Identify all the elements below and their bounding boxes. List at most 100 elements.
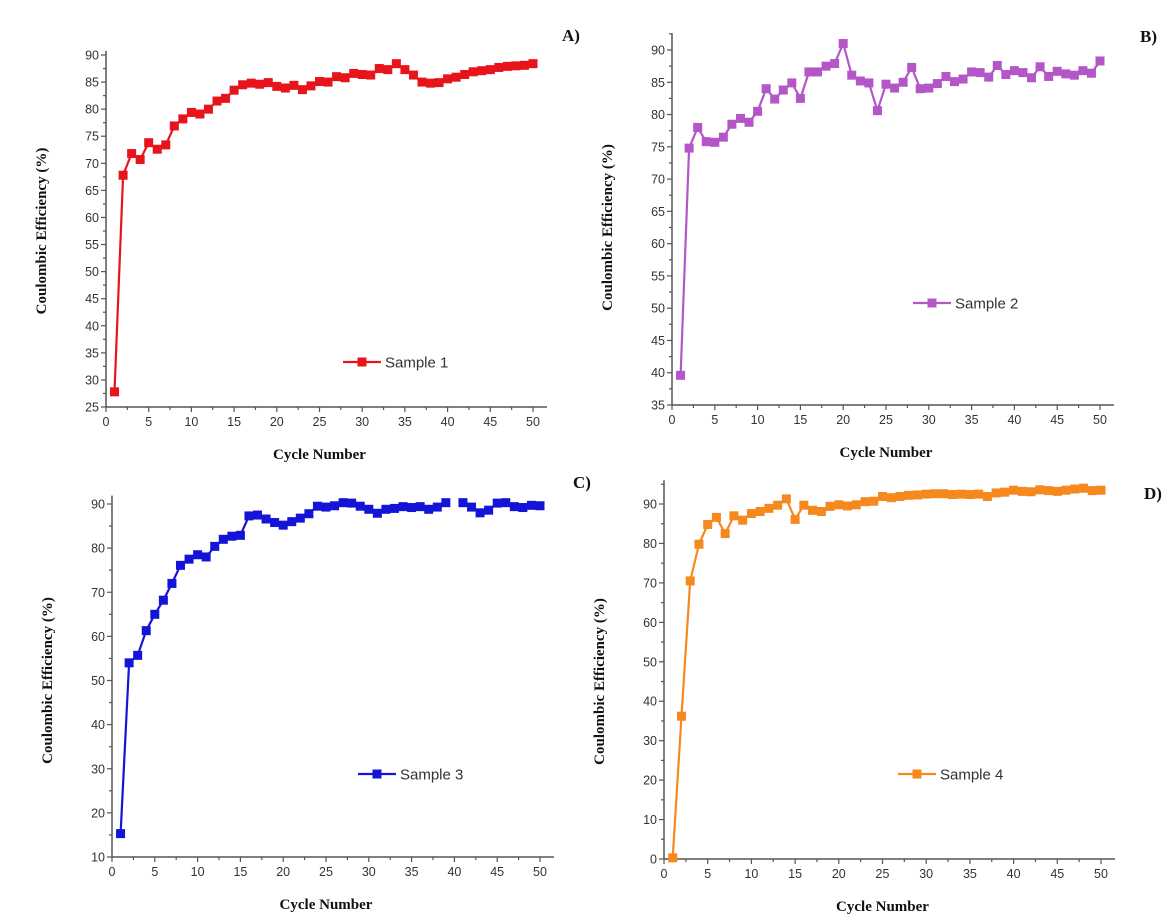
y-tick-label: 40: [651, 366, 665, 380]
data-point: [668, 853, 678, 863]
y-tick-label: 50: [85, 265, 99, 279]
chart-c: 0 5 10 15 20 25 30 35 40 45 50 10 20 30 40 50 60 70 80 90 Cy…: [40, 495, 554, 913]
x-tick-label: 50: [526, 415, 540, 429]
y-tick-label: 80: [91, 542, 105, 556]
data-point: [535, 501, 545, 511]
data-point: [477, 66, 487, 76]
data-point: [407, 503, 417, 513]
x-tick-label: 40: [441, 415, 455, 429]
y-axis-title: Coulombic Efficiency (%): [592, 598, 608, 765]
series-line: [113, 62, 534, 392]
data-point: [703, 520, 713, 530]
data-point: [501, 498, 511, 508]
data-point: [778, 85, 788, 95]
y-tick-label: 55: [651, 269, 665, 283]
data-point: [203, 104, 213, 114]
x-axis-title: Cycle Number: [273, 447, 366, 463]
data-point: [110, 387, 120, 397]
data-point: [169, 121, 179, 131]
data-point: [511, 61, 521, 71]
data-point: [941, 71, 951, 81]
data-point: [441, 498, 451, 508]
data-point: [921, 489, 931, 499]
x-tick-label: 25: [876, 867, 890, 881]
data-point: [270, 518, 280, 528]
panel-label-d: D): [1144, 484, 1162, 503]
data-point: [398, 502, 408, 512]
data-point: [280, 83, 290, 93]
x-axis-title: Cycle Number: [836, 899, 929, 915]
x-tick-label: 45: [490, 865, 504, 879]
data-point: [315, 77, 324, 87]
data-point: [912, 490, 922, 500]
data-point: [984, 72, 994, 82]
y-tick-label: 10: [643, 813, 657, 827]
data-point: [432, 502, 442, 512]
data-point: [1061, 69, 1071, 79]
panel-d: 0 5 10 15 20 25 30 35 40 45 50 0 10 20 30 40 50 60 70 80 90 C…: [590, 460, 1175, 920]
x-tick-label: 10: [191, 865, 205, 879]
data-point: [676, 370, 686, 380]
y-tick-label: 40: [91, 718, 105, 732]
data-point: [502, 61, 512, 71]
data-point: [729, 511, 739, 521]
data-point: [374, 64, 384, 74]
panel-label-b: B): [1140, 27, 1157, 46]
data-point: [467, 502, 477, 512]
data-point: [949, 77, 959, 87]
y-tick-label: 85: [651, 76, 665, 90]
data-point: [718, 132, 728, 142]
data-point: [323, 77, 333, 87]
data-point: [825, 501, 835, 511]
y-tick-label: 70: [91, 586, 105, 600]
data-point: [781, 494, 791, 504]
data-point: [890, 83, 900, 93]
data-point: [133, 650, 143, 660]
y-tick-label: 80: [85, 103, 99, 117]
legend: Sample 1: [343, 355, 448, 372]
panel-label-c: C): [573, 473, 591, 492]
x-tick-label: 50: [1094, 867, 1108, 881]
data-point: [939, 489, 949, 499]
data-point: [417, 77, 427, 87]
y-tick-label: 50: [91, 674, 105, 688]
data-point: [982, 492, 992, 502]
data-point: [434, 78, 444, 88]
data-point: [851, 500, 861, 510]
data-point: [484, 505, 494, 515]
data-point: [135, 155, 145, 165]
data-point: [272, 81, 282, 91]
data-point: [830, 59, 840, 69]
y-tick-label: 45: [651, 334, 665, 348]
data-point: [340, 73, 350, 83]
data-point: [790, 514, 800, 524]
data-point: [235, 530, 245, 540]
data-point: [451, 72, 461, 82]
data-point: [144, 138, 154, 148]
data-point: [306, 81, 316, 91]
x-tick-label: 10: [184, 415, 198, 429]
data-point: [1052, 66, 1062, 76]
x-tick-label: 5: [704, 867, 711, 881]
data-point: [1061, 485, 1071, 495]
data-point: [1087, 486, 1097, 496]
x-tick-label: 25: [313, 415, 327, 429]
y-tick-label: 80: [643, 537, 657, 551]
y-tick-label: 50: [651, 302, 665, 316]
data-point: [694, 539, 704, 549]
data-point: [904, 490, 914, 500]
y-tick-label: 35: [651, 399, 665, 413]
data-point: [932, 79, 942, 89]
data-point: [485, 65, 495, 75]
y-tick-label: 40: [85, 319, 99, 333]
data-point: [684, 143, 694, 153]
data-point: [297, 85, 307, 95]
data-point: [1086, 68, 1096, 78]
data-point: [161, 140, 171, 150]
data-point: [808, 505, 818, 515]
y-tick-label: 60: [85, 211, 99, 225]
data-point: [364, 504, 374, 514]
y-tick-label: 90: [85, 49, 99, 63]
data-point: [475, 508, 485, 518]
data-point: [152, 144, 162, 154]
